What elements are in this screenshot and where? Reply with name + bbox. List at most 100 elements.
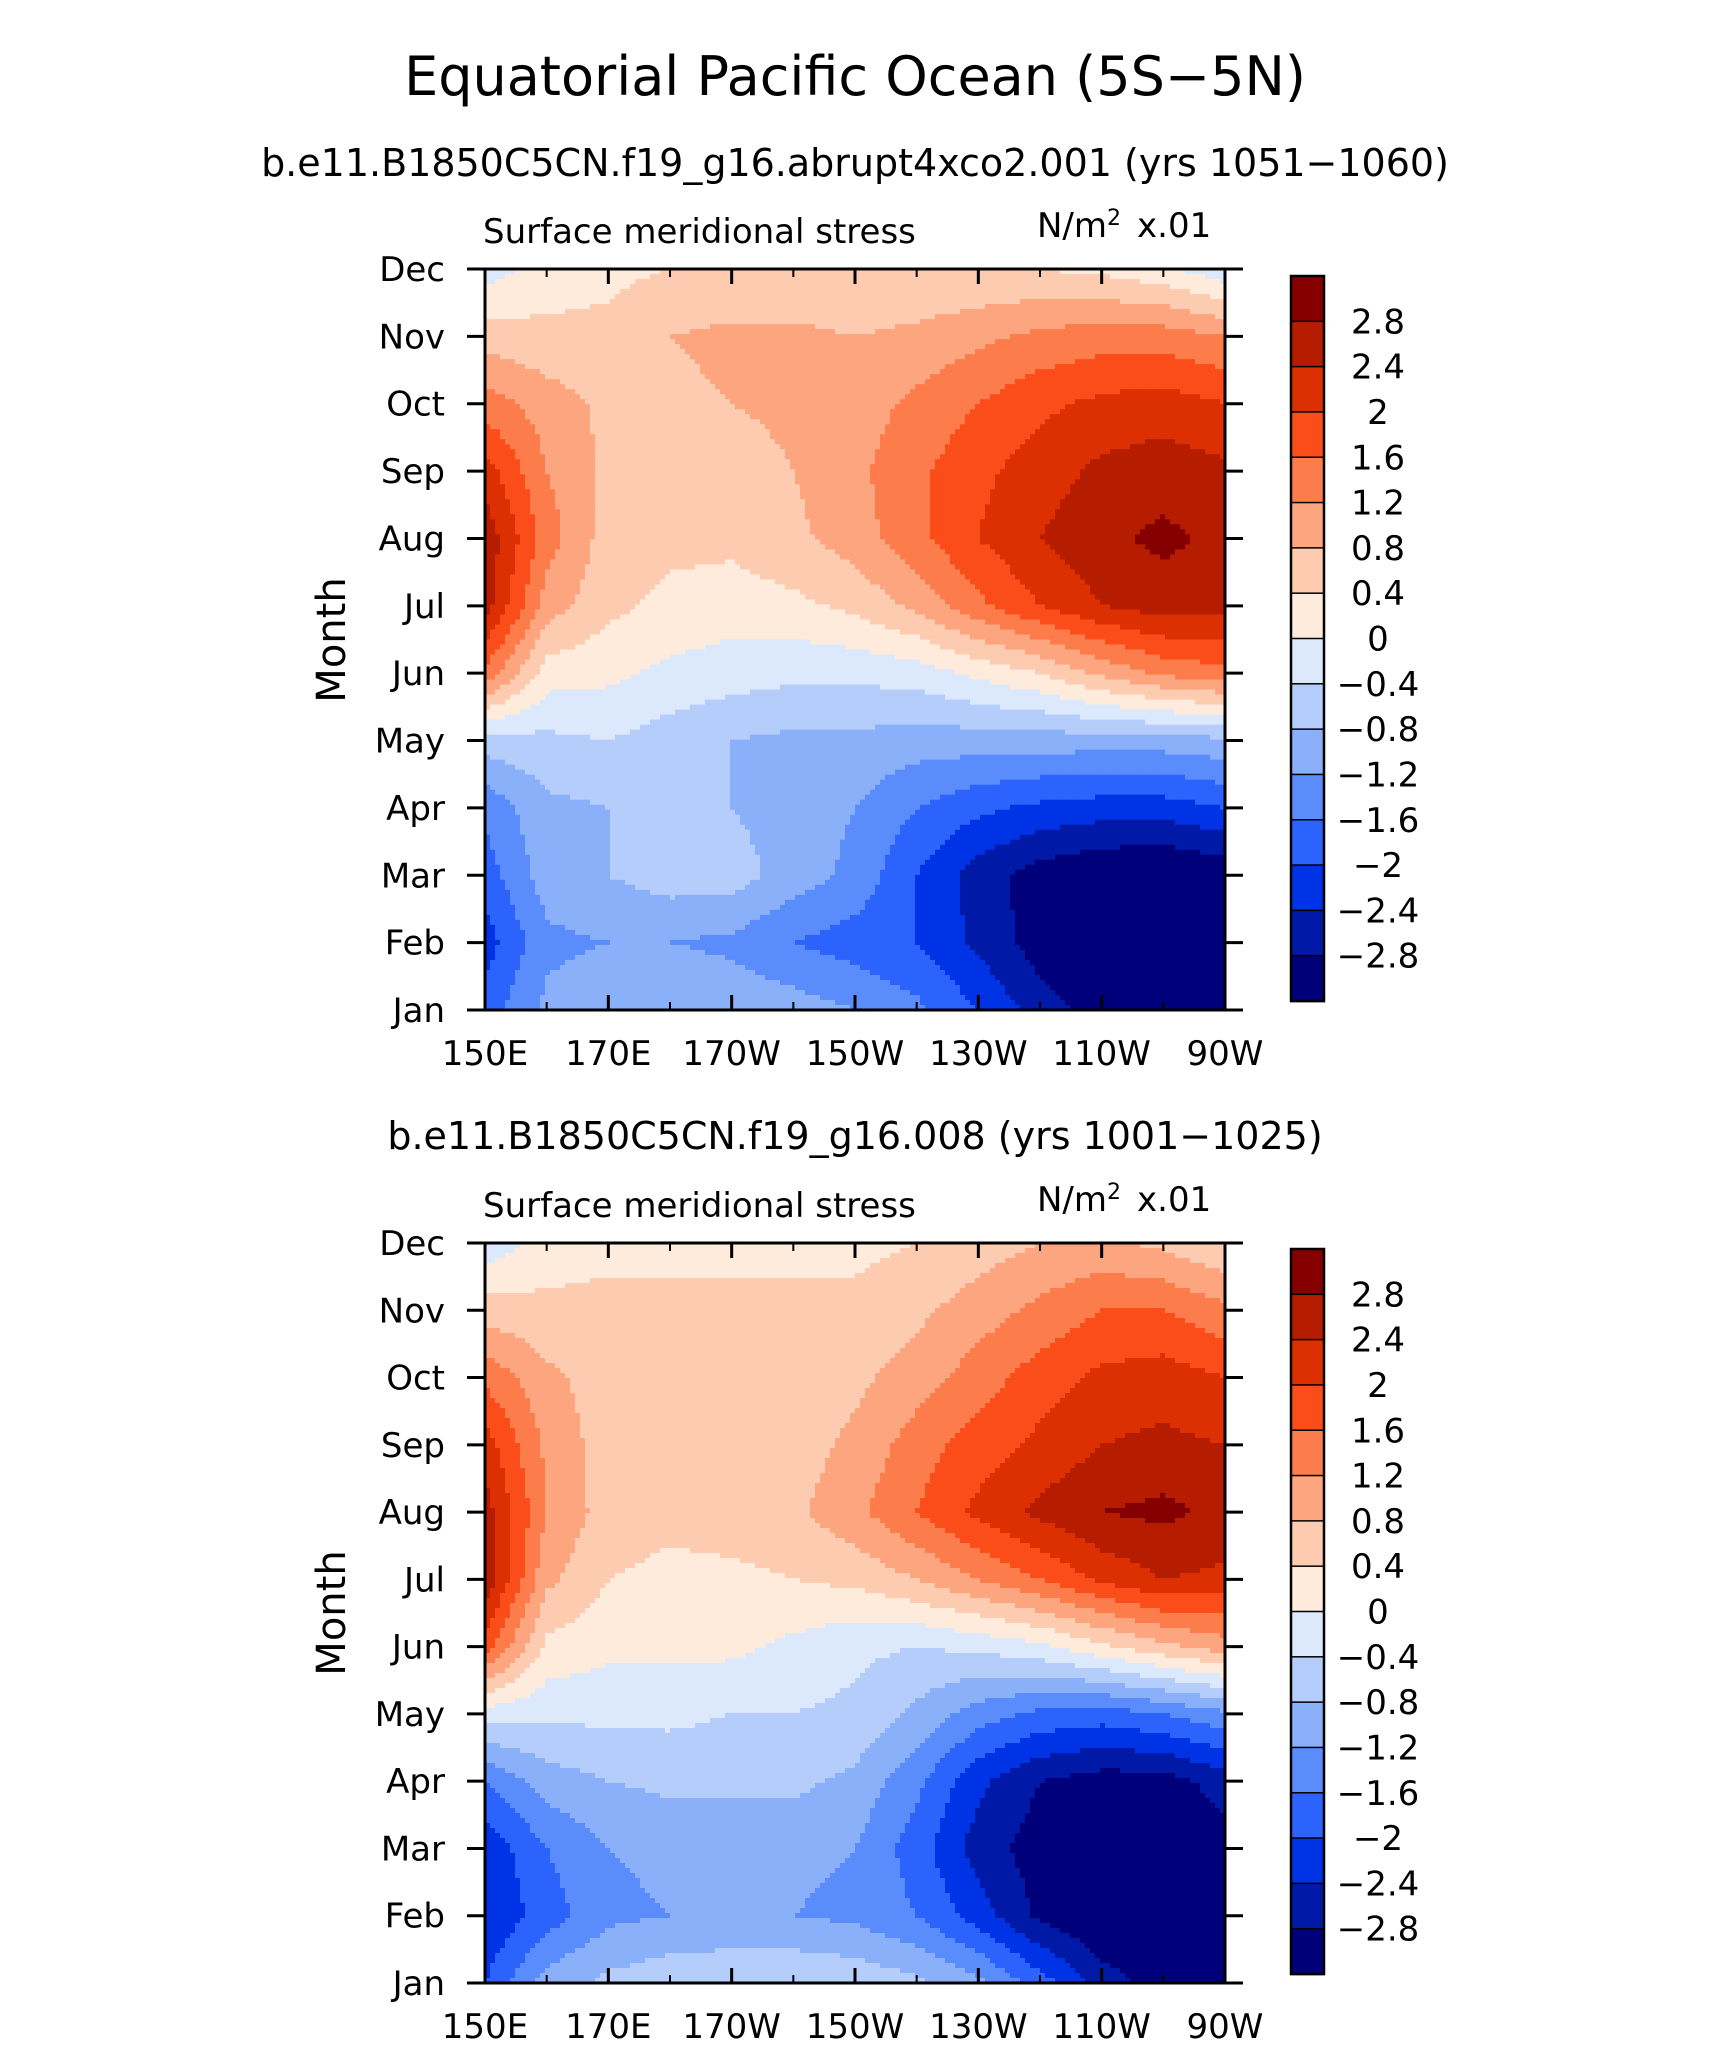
contour-cell bbox=[595, 314, 601, 320]
contour-cell bbox=[1030, 424, 1036, 430]
contour-cell bbox=[1135, 409, 1141, 415]
contour-cell bbox=[795, 379, 801, 385]
contour-cell bbox=[1175, 309, 1181, 315]
contour-cell bbox=[1200, 279, 1206, 285]
contour-cell bbox=[1025, 324, 1031, 330]
contour-cell bbox=[560, 389, 566, 395]
contour-cell bbox=[675, 394, 681, 400]
contour-cell bbox=[610, 334, 616, 340]
contour-cell bbox=[630, 314, 636, 320]
contour-cell bbox=[1125, 409, 1131, 415]
contour-cell bbox=[1055, 424, 1061, 430]
contour-cell bbox=[590, 274, 596, 280]
contour-cell bbox=[510, 374, 516, 380]
contour-cell bbox=[910, 379, 916, 385]
contour-cell bbox=[990, 399, 996, 405]
contour-cell bbox=[1130, 314, 1136, 320]
contour-cell bbox=[525, 309, 531, 315]
contour-cell bbox=[1150, 424, 1156, 430]
contour-cell bbox=[1045, 389, 1051, 395]
contour-cell bbox=[735, 284, 741, 290]
contour-cell bbox=[770, 364, 776, 370]
contour-cell bbox=[1195, 394, 1201, 400]
contour-cell bbox=[860, 319, 866, 325]
contour-cell bbox=[1175, 379, 1181, 385]
contour-cell bbox=[535, 394, 541, 400]
contour-cell bbox=[1030, 384, 1036, 390]
contour-cell bbox=[660, 304, 666, 310]
contour-cell bbox=[745, 384, 751, 390]
contour-cell bbox=[715, 284, 721, 290]
contour-cell bbox=[865, 344, 871, 350]
contour-cell bbox=[1075, 354, 1081, 360]
contour-cell bbox=[1135, 404, 1141, 410]
contour-cell bbox=[975, 379, 981, 385]
contour-cell bbox=[545, 324, 551, 330]
contour-cell bbox=[1185, 289, 1191, 295]
contour-cell bbox=[845, 299, 851, 305]
contour-cell bbox=[745, 399, 751, 405]
contour-cell bbox=[655, 374, 661, 380]
contour-cell bbox=[1060, 294, 1066, 300]
contour-cell bbox=[580, 279, 586, 285]
contour-cell bbox=[705, 414, 711, 420]
contour-cell bbox=[835, 284, 841, 290]
contour-cell bbox=[495, 334, 501, 340]
contour-cell bbox=[970, 289, 976, 295]
contour-cell bbox=[615, 274, 621, 280]
contour-cell bbox=[865, 409, 871, 415]
contour-cell bbox=[1030, 394, 1036, 400]
contour-cell bbox=[1035, 299, 1041, 305]
contour-cell bbox=[760, 424, 766, 430]
contour-cell bbox=[545, 409, 551, 415]
contour-cell bbox=[1145, 369, 1151, 375]
contour-cell bbox=[730, 289, 736, 295]
contour-cell bbox=[870, 369, 876, 375]
contour-cell bbox=[675, 414, 681, 420]
contour-cell bbox=[815, 324, 821, 330]
contour-cell bbox=[760, 274, 766, 280]
contour-cell bbox=[1005, 334, 1011, 340]
contour-cell bbox=[605, 294, 611, 300]
contour-cell bbox=[800, 299, 806, 305]
contour-cell bbox=[685, 379, 691, 385]
contour-cell bbox=[565, 409, 571, 415]
contour-cell bbox=[720, 414, 726, 420]
contour-cell bbox=[965, 369, 971, 375]
contour-cell bbox=[835, 329, 841, 335]
contour-cell bbox=[990, 389, 996, 395]
contour-cell bbox=[1080, 409, 1086, 415]
contour-cell bbox=[870, 384, 876, 390]
contour-cell bbox=[685, 289, 691, 295]
contour-cell bbox=[720, 369, 726, 375]
contour-cell bbox=[650, 279, 656, 285]
contour-cell bbox=[710, 359, 716, 365]
contour-cell bbox=[525, 419, 531, 425]
contour-cell bbox=[655, 279, 661, 285]
contour-cell bbox=[1025, 419, 1031, 425]
contour-cell bbox=[920, 339, 926, 345]
contour-cell bbox=[1115, 314, 1121, 320]
contour-cell bbox=[820, 404, 826, 410]
contour-cell bbox=[1025, 359, 1031, 365]
contour-cell bbox=[590, 384, 596, 390]
contour-cell bbox=[930, 389, 936, 395]
contour-cell bbox=[630, 339, 636, 345]
contour-cell bbox=[1130, 344, 1136, 350]
contour-cell bbox=[1135, 394, 1141, 400]
contour-cell bbox=[1190, 394, 1196, 400]
contour-cell bbox=[1025, 279, 1031, 285]
contour-cell bbox=[515, 279, 521, 285]
contour-cell bbox=[600, 424, 606, 430]
contour-cell bbox=[1010, 309, 1016, 315]
contour-cell bbox=[590, 324, 596, 330]
contour-cell bbox=[545, 339, 551, 345]
contour-cell bbox=[825, 394, 831, 400]
contour-cell bbox=[720, 294, 726, 300]
contour-cell bbox=[600, 359, 606, 365]
contour-cell bbox=[535, 429, 541, 435]
contour-cell bbox=[1185, 379, 1191, 385]
contour-cell bbox=[1135, 329, 1141, 335]
contour-cell bbox=[865, 279, 871, 285]
contour-cell bbox=[1160, 339, 1166, 345]
